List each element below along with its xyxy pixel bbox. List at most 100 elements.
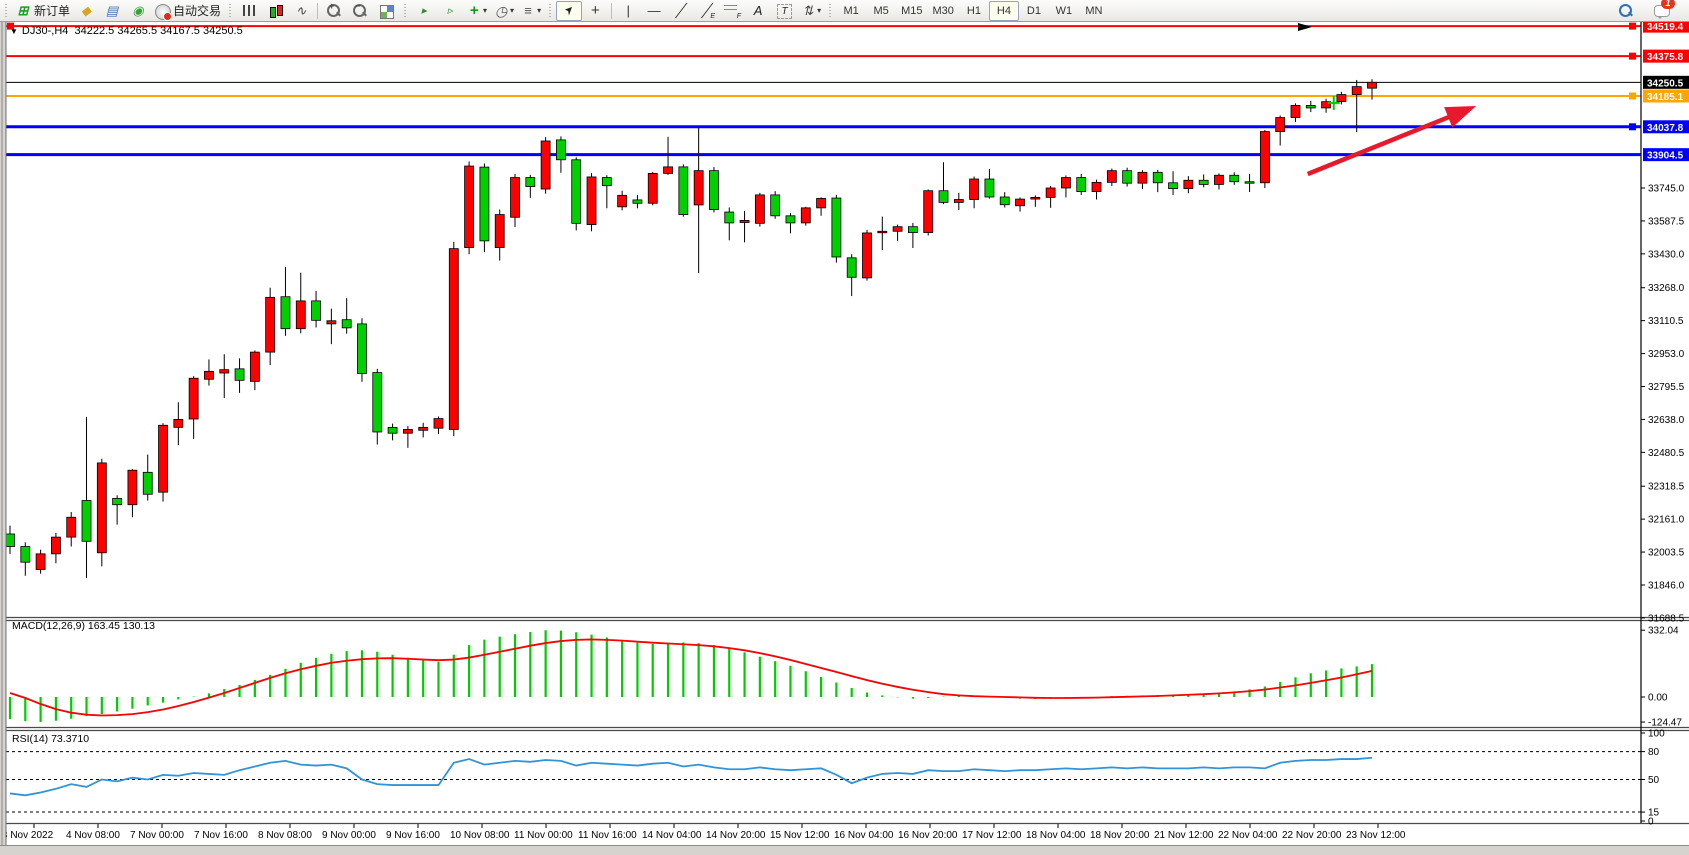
candle-body	[173, 419, 184, 428]
toolbar-grip[interactable]	[548, 3, 554, 18]
timeframe-d1[interactable]: D1	[1026, 4, 1041, 17]
candle-body	[234, 368, 245, 381]
chart-canvas[interactable]: MACD(12,26,9) 163.45 130.13 RSI(14) 73.37…	[0, 19, 1689, 855]
channel-tool[interactable]: ╱ E	[693, 1, 719, 21]
arrows-icon: ⇅	[802, 2, 814, 18]
candle-body	[846, 257, 857, 278]
candle-body	[219, 369, 230, 374]
candle-body	[969, 178, 980, 200]
new-order-button[interactable]: ⊞ 新订单	[12, 1, 73, 21]
indicators-icon: +	[469, 1, 479, 19]
price-tag-resistance-2	[1643, 49, 1689, 63]
price-tag-label: 34250.5	[1647, 78, 1684, 89]
timeframe-h1[interactable]: H1	[966, 4, 981, 17]
level-handle-resistance-1[interactable]	[1629, 22, 1636, 30]
crosshair-tool-button[interactable]: +	[582, 1, 608, 21]
market-watch-button[interactable]: ▤	[99, 1, 125, 21]
timeframe-m15[interactable]: M15	[901, 4, 923, 17]
chart-shift-marker[interactable]	[1298, 23, 1312, 31]
arrows-tool[interactable]: ⇅ ▾	[797, 1, 824, 21]
timeframe-m1[interactable]: M1	[843, 4, 859, 17]
navigator-button[interactable]: ◉	[125, 1, 151, 21]
price-axis[interactable]: 33745.0 33587.5 33430.0 33268.0 33110.5 32953…	[1640, 22, 1685, 828]
toolbar-grip[interactable]	[4, 3, 9, 18]
rsi-tick-label: 50	[1648, 775, 1660, 786]
time-tick-label: 21 Nov 12:00	[1154, 830, 1214, 841]
trendline-tool[interactable]: ╱	[667, 1, 693, 21]
price-tick-label: 32003.5	[1648, 548, 1685, 559]
candle-body	[1229, 174, 1240, 183]
price-tick-label: 32161.0	[1648, 515, 1685, 526]
bar-chart-button[interactable]	[236, 1, 262, 21]
horizontal-line-tool[interactable]: —	[641, 1, 667, 21]
tile-windows-icon	[378, 3, 395, 19]
chart-collapse-icon[interactable]: ▼	[10, 27, 18, 36]
time-tick-label: 9 Nov 16:00	[386, 830, 440, 841]
clock-icon: ◷	[494, 2, 508, 19]
text-label-tool[interactable]: T	[771, 1, 797, 21]
vertical-line-tool[interactable]: |	[615, 1, 641, 21]
candle-body	[5, 533, 15, 547]
candle-body	[280, 296, 291, 330]
price-tags: 34519.4 34375.8 34250.5 34185.1 34037.8 33904…	[1643, 19, 1689, 162]
line-chart-button[interactable]: ∿	[288, 1, 314, 21]
candle-body	[556, 139, 566, 161]
timeframe-m30[interactable]: M30	[932, 4, 954, 17]
toolbar-grip[interactable]	[228, 3, 234, 18]
candle-body	[372, 372, 383, 433]
timeframe-mn[interactable]: MN	[1085, 4, 1103, 17]
candle-body	[311, 300, 321, 321]
price-tick-label: 33268.0	[1648, 283, 1685, 294]
price-tag-label: 33904.5	[1647, 151, 1684, 162]
candlestick-series	[5, 79, 1377, 578]
text-tool[interactable]: A	[745, 1, 771, 21]
cursor-tool-button[interactable]: ➤	[556, 0, 583, 21]
auto-scroll-button[interactable]: ▸	[411, 1, 437, 21]
level-handle-support-1[interactable]	[1629, 123, 1636, 131]
time-axis[interactable]: 3 Nov 2022 4 Nov 08:00 7 Nov 00:00 7 Nov 16…	[2, 824, 1406, 841]
indicators-button[interactable]: + ▾	[463, 1, 490, 21]
zoom-in-button[interactable]: +	[321, 1, 347, 21]
search-button[interactable]	[1613, 1, 1639, 21]
macd-tick-label: -124.47	[1648, 718, 1682, 729]
periods-button[interactable]: ◷ ▾	[490, 1, 517, 21]
toolbar-grip[interactable]	[828, 3, 834, 18]
price-tag-label: 34519.4	[1647, 22, 1684, 33]
buy-cross-marker[interactable]	[1327, 95, 1340, 110]
level-handle-pivot-orange[interactable]	[1629, 92, 1636, 100]
zoom-out-button[interactable]: −	[347, 1, 373, 21]
level-handle-resistance-2[interactable]	[1629, 52, 1636, 60]
candle-body	[1091, 181, 1102, 192]
candle-body	[1030, 197, 1041, 200]
new-order-icon: ⊞	[17, 2, 29, 18]
notifications-button[interactable]: 1	[1649, 0, 1675, 21]
candle-body	[1198, 179, 1209, 185]
trend-arrow-annotation[interactable]	[1306, 106, 1477, 177]
auto-trading-button[interactable]: 自动交易	[151, 1, 224, 21]
candle-body	[632, 199, 643, 204]
auto-trading-label: 自动交易	[173, 4, 222, 18]
chart-shift-button[interactable]: ▹	[437, 1, 463, 21]
tile-windows-button[interactable]	[373, 1, 399, 21]
timeframe-h4[interactable]: H4	[988, 0, 1019, 21]
toolbar-grip[interactable]	[403, 3, 409, 18]
candle-body	[249, 351, 260, 382]
candle-body	[96, 462, 107, 554]
crosshair-icon: +	[590, 1, 600, 19]
candlestick-chart-button[interactable]	[262, 1, 288, 21]
candle-body	[81, 500, 92, 542]
timeframe-m5[interactable]: M5	[873, 4, 889, 17]
rsi-tick-label: 80	[1648, 747, 1660, 758]
timeframe-w1[interactable]: W1	[1055, 4, 1073, 17]
price-tag-label: 34037.8	[1647, 123, 1684, 134]
candle-body	[953, 199, 964, 203]
price-tick-label: 32638.0	[1648, 415, 1685, 426]
templates-button[interactable]: ≡ ▾	[517, 1, 544, 21]
candle-body	[1290, 105, 1301, 118]
chevron-down-icon: ▾	[483, 6, 488, 15]
bar-chart-icon	[241, 3, 257, 19]
quotes-button[interactable]: ◆	[73, 1, 99, 21]
fibonacci-tool[interactable]: F	[719, 1, 745, 21]
level-handle-resistance-1[interactable]	[7, 22, 14, 30]
